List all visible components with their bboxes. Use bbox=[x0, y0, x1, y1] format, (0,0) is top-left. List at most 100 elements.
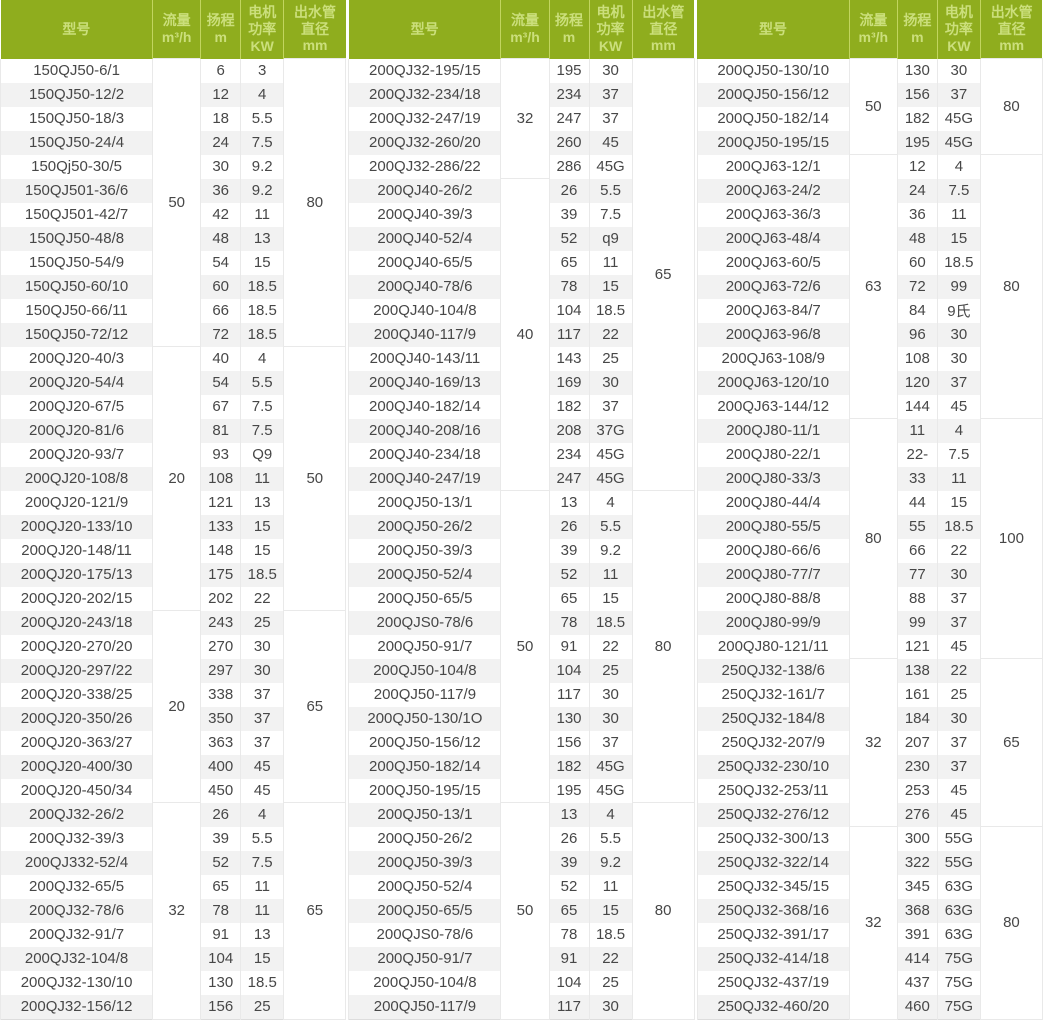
head-cell: 72 bbox=[896, 274, 938, 299]
head-cell: 88 bbox=[896, 586, 938, 611]
head-cell: 13 bbox=[548, 802, 590, 827]
head-cell: 12 bbox=[896, 154, 938, 179]
head-cell: 156 bbox=[896, 82, 938, 107]
model-cell: 200QJ20-108/8 bbox=[0, 466, 154, 491]
head-cell: 39 bbox=[548, 202, 590, 227]
model-cell: 200QJ50-13/1 bbox=[348, 802, 502, 827]
power-cell: 30 bbox=[936, 322, 981, 347]
power-cell: 45 bbox=[240, 778, 285, 803]
power-cell: 37 bbox=[240, 730, 285, 755]
model-cell: 250QJ32-230/10 bbox=[696, 754, 850, 779]
model-cell: 250QJ32-414/18 bbox=[696, 946, 850, 971]
head-cell: 368 bbox=[896, 898, 938, 923]
power-cell: 11 bbox=[240, 466, 285, 491]
power-cell: 22 bbox=[588, 322, 633, 347]
model-cell: 200QJ20-175/13 bbox=[0, 562, 154, 587]
model-cell: 200QJ80-55/5 bbox=[696, 514, 850, 539]
power-cell: 7.5 bbox=[936, 178, 981, 203]
power-cell: 4 bbox=[240, 802, 285, 827]
head-cell: 117 bbox=[548, 994, 590, 1019]
power-cell: 4 bbox=[588, 490, 633, 515]
flow-cell: 40 bbox=[500, 178, 550, 491]
power-cell: q9 bbox=[588, 226, 633, 251]
power-cell: 7.5 bbox=[240, 394, 285, 419]
model-cell: 200QJ50-130/10 bbox=[696, 58, 850, 83]
power-cell: 18.5 bbox=[588, 922, 633, 947]
head-cell: 39 bbox=[200, 826, 242, 851]
head-cell: 84 bbox=[896, 298, 938, 323]
head-cell: 138 bbox=[896, 658, 938, 683]
model-cell: 200QJ50-117/9 bbox=[348, 994, 502, 1019]
model-cell: 200QJ50-26/2 bbox=[348, 514, 502, 539]
model-cell: 250QJ32-437/19 bbox=[696, 970, 850, 995]
head-cell: 133 bbox=[200, 514, 242, 539]
col-header-flow: 流量 m³/h bbox=[500, 0, 550, 59]
power-cell: 37 bbox=[240, 706, 285, 731]
head-cell: 143 bbox=[548, 346, 590, 371]
model-cell: 200QJ50-117/9 bbox=[348, 682, 502, 707]
model-cell: 200QJ20-350/26 bbox=[0, 706, 154, 731]
model-cell: 150QJ50-60/10 bbox=[0, 274, 154, 299]
head-cell: 202 bbox=[200, 586, 242, 611]
power-cell: 45 bbox=[936, 394, 981, 419]
head-cell: 91 bbox=[548, 946, 590, 971]
head-cell: 60 bbox=[200, 274, 242, 299]
col-header-power: 电机 功率 KW bbox=[589, 0, 633, 59]
model-cell: 250QJ32-300/13 bbox=[696, 826, 850, 851]
head-cell: 93 bbox=[200, 442, 242, 467]
model-cell: 200QJ32-26/2 bbox=[0, 802, 154, 827]
power-cell: 30 bbox=[588, 994, 633, 1019]
power-cell: 9.2 bbox=[240, 154, 285, 179]
head-cell: 52 bbox=[200, 850, 242, 875]
model-cell: 200QJ63-72/6 bbox=[696, 274, 850, 299]
power-cell: 7.5 bbox=[936, 442, 981, 467]
model-cell: 150QJ50-6/1 bbox=[0, 58, 154, 83]
head-cell: 338 bbox=[200, 682, 242, 707]
model-cell: 200QJ40-117/9 bbox=[348, 322, 502, 347]
power-cell: 63G bbox=[936, 898, 981, 923]
table-row: 200QJ50-13/1 50 13 4 80 bbox=[348, 490, 695, 803]
head-cell: 108 bbox=[896, 346, 938, 371]
head-cell: 40 bbox=[200, 346, 242, 371]
model-cell: 200QJ40-234/18 bbox=[348, 442, 502, 467]
power-cell: 11 bbox=[936, 202, 981, 227]
power-cell: 18.5 bbox=[240, 562, 285, 587]
model-cell: 200QJ50-130/1O bbox=[348, 706, 502, 731]
flow-cell: 63 bbox=[848, 154, 898, 419]
model-cell: 200QJ20-297/22 bbox=[0, 658, 154, 683]
power-cell: 30 bbox=[240, 634, 285, 659]
head-cell: 184 bbox=[896, 706, 938, 731]
model-cell: 200QJ50-182/14 bbox=[696, 106, 850, 131]
model-cell: 200QJ50-26/2 bbox=[348, 826, 502, 851]
outlet-cell: 80 bbox=[979, 154, 1043, 419]
model-cell: 200QJ40-104/8 bbox=[348, 298, 502, 323]
model-cell: 200QJ40-143/11 bbox=[348, 346, 502, 371]
outlet-cell: 80 bbox=[979, 826, 1043, 1020]
head-cell: 207 bbox=[896, 730, 938, 755]
model-cell: 200QJ80-11/1 bbox=[696, 418, 850, 443]
head-cell: 91 bbox=[548, 634, 590, 659]
model-cell: 200QJ20-400/30 bbox=[0, 754, 154, 779]
head-cell: 39 bbox=[548, 538, 590, 563]
power-cell: 5.5 bbox=[240, 106, 285, 131]
col-header-outlet: 出水管 直径 mm bbox=[283, 0, 346, 59]
head-cell: 55 bbox=[896, 514, 938, 539]
model-cell: 200QJ50-104/8 bbox=[348, 658, 502, 683]
power-cell: 37 bbox=[936, 586, 981, 611]
model-cell: 150QJ50-72/12 bbox=[0, 322, 154, 347]
head-cell: 247 bbox=[548, 106, 590, 131]
power-cell: 25 bbox=[588, 970, 633, 995]
pump-table-1: 型号 流量 m³/h 扬程 m 电机 功率 KW 出水管 直径 mm 150QJ50-6/… bbox=[0, 0, 347, 1020]
model-cell: 200QJ63-144/12 bbox=[696, 394, 850, 419]
model-cell: 250QJ32-207/9 bbox=[696, 730, 850, 755]
head-cell: 243 bbox=[200, 610, 242, 635]
head-cell: 104 bbox=[548, 298, 590, 323]
power-cell: 37G bbox=[588, 418, 633, 443]
model-cell: 200QJ20-81/6 bbox=[0, 418, 154, 443]
model-cell: 200QJ50-195/15 bbox=[348, 778, 502, 803]
pump-table-3: 型号 流量 m³/h 扬程 m 电机 功率 KW 出水管 直径 mm 200QJ50-13… bbox=[696, 0, 1043, 1020]
power-cell: 37 bbox=[936, 610, 981, 635]
power-cell: 9氏 bbox=[936, 298, 981, 323]
power-cell: 25 bbox=[240, 610, 285, 635]
power-cell: 18.5 bbox=[936, 514, 981, 539]
